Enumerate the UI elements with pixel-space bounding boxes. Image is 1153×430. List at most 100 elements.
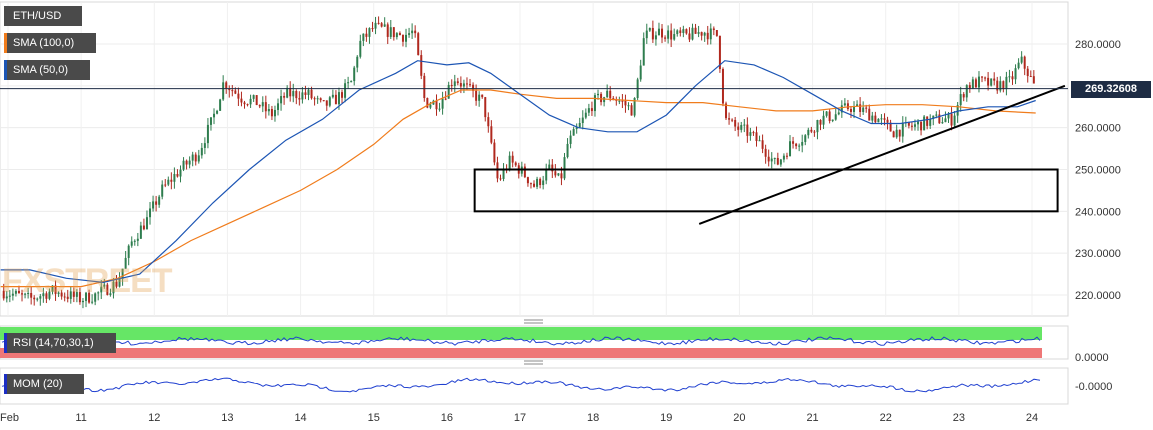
watermark-logo: FXSTREET	[2, 262, 173, 300]
time-tick-label: 19	[660, 412, 672, 424]
candle-body	[606, 90, 609, 98]
candle-body	[273, 109, 276, 117]
candle-body	[792, 141, 795, 144]
candle-body	[11, 293, 14, 296]
candle-body	[639, 65, 642, 80]
candle-body	[667, 30, 670, 39]
candle-body	[685, 29, 688, 34]
legend-item-sma100[interactable]: SMA (100,0)	[4, 33, 96, 53]
candle-body	[996, 80, 999, 91]
candle-body	[216, 110, 219, 114]
candle-body	[597, 93, 600, 96]
candle-body	[176, 174, 179, 177]
candle-body	[228, 88, 231, 91]
candle-body	[917, 121, 920, 125]
candle-body	[755, 132, 758, 141]
candle-body	[411, 30, 414, 34]
support-zone-rectangle[interactable]	[473, 168, 1059, 213]
candle-body	[785, 155, 788, 157]
candle-body	[24, 293, 27, 295]
candle-body	[804, 135, 807, 142]
candle-body	[752, 132, 755, 134]
legend-item-momentum[interactable]: MOM (20)	[4, 374, 84, 394]
candle-body	[767, 156, 770, 162]
candle-body	[395, 33, 398, 38]
candle-body	[536, 178, 539, 187]
candle-body	[782, 155, 785, 160]
candle-body	[795, 143, 798, 147]
candle-body	[106, 284, 109, 295]
candle-body	[206, 124, 209, 144]
candle-body	[222, 82, 225, 100]
candle-body	[725, 103, 728, 119]
candle-body	[898, 129, 901, 137]
candle-body	[895, 129, 898, 138]
candle-body	[673, 34, 676, 40]
candle-body	[481, 94, 484, 98]
time-tick-label: 13	[221, 412, 233, 424]
momentum-line	[1, 377, 1041, 393]
candle-body	[51, 285, 54, 292]
legend-item-sma50[interactable]: SMA (50,0)	[4, 60, 90, 80]
candle-body	[959, 94, 962, 106]
candle-body	[386, 24, 389, 37]
panel-splitter-handle[interactable]	[524, 319, 543, 324]
candle-body	[490, 126, 493, 143]
candle-body	[350, 81, 353, 83]
rsi-line	[1, 336, 1041, 346]
candle-body	[913, 124, 916, 127]
candle-body	[977, 76, 980, 88]
time-tick-label: 23	[953, 412, 965, 424]
candle-body	[737, 126, 740, 130]
candle-body	[999, 81, 1002, 91]
candle-body	[164, 184, 167, 186]
candle-body	[149, 208, 152, 218]
candle-body	[462, 83, 465, 87]
candle-body	[267, 108, 270, 112]
candle-body	[453, 81, 456, 87]
candle-body	[798, 145, 801, 147]
candle-body	[57, 292, 60, 294]
rsi-panel: 0.0000	[0, 325, 1109, 364]
candle-body	[258, 105, 261, 107]
candle-body	[405, 34, 408, 42]
candle-body	[944, 118, 947, 123]
candle-body	[691, 27, 694, 40]
legend-item-rsi[interactable]: RSI (14,70,30,1)	[4, 333, 116, 353]
candle-body	[648, 27, 651, 31]
time-tick-label: 24	[1026, 412, 1038, 424]
candle-body	[310, 89, 313, 99]
candle-body	[307, 89, 310, 95]
legend-item-ethusd[interactable]: ETH/USD	[4, 6, 82, 26]
candle-body	[48, 291, 51, 299]
candle-body	[139, 225, 142, 239]
candle-body	[981, 76, 984, 78]
candle-body	[533, 183, 536, 187]
candle-body	[508, 155, 511, 170]
legend-label-sma100: SMA (100,0)	[13, 37, 75, 49]
sma-50-line	[0, 60, 1036, 284]
ascending-trendline[interactable]	[698, 84, 1066, 225]
panel-splitter-handle[interactable]	[524, 360, 543, 365]
candle-body	[191, 154, 194, 161]
candle-body	[81, 300, 84, 303]
candle-body	[840, 105, 843, 113]
candle-body	[484, 97, 487, 118]
candle-body	[182, 160, 185, 170]
candle-body	[91, 301, 94, 303]
candle-body	[572, 129, 575, 136]
candle-body	[347, 82, 350, 84]
candle-body	[401, 35, 404, 42]
candle-body	[270, 108, 273, 117]
candle-body	[593, 95, 596, 112]
time-tick-label: 12	[148, 412, 160, 424]
candle-body	[152, 201, 155, 209]
candle-body	[408, 33, 411, 35]
candle-body	[185, 160, 188, 165]
rsi-overbought-zone	[0, 327, 1042, 340]
legend-label-sma50: SMA (50,0)	[13, 64, 69, 76]
last-price-tag: 269.32608	[1071, 81, 1151, 98]
candle-body	[825, 111, 828, 116]
candle-body	[85, 292, 88, 301]
